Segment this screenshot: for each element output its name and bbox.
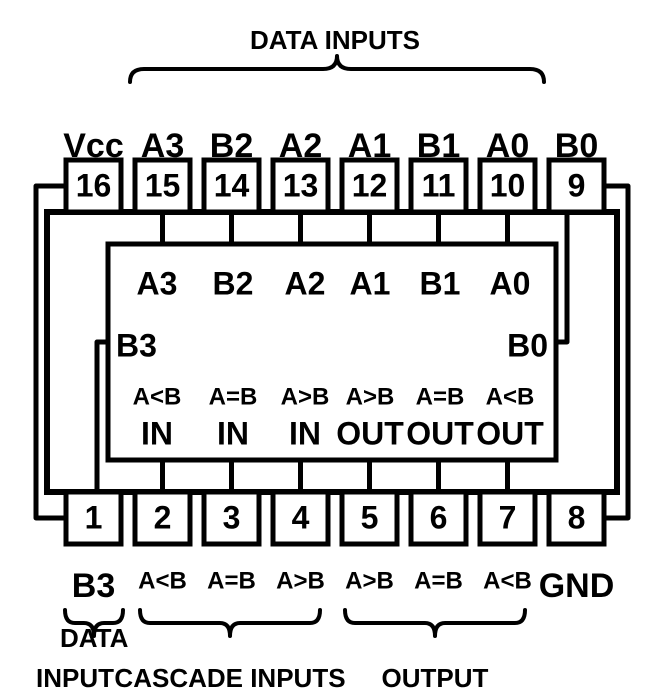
pin-label-bot-1: A<B (138, 567, 187, 594)
internal-r1-4: B1 (420, 265, 461, 301)
internal-r1-3: A1 (350, 265, 391, 301)
pin-number-6: 6 (430, 499, 448, 535)
pin-label-bot-3: A>B (276, 567, 325, 594)
pin-number-14: 14 (214, 167, 250, 203)
pin-number-15: 15 (145, 167, 181, 203)
pin-number-10: 10 (490, 167, 526, 203)
section-input: INPUT (36, 663, 114, 693)
internal-r2-3: A>B (346, 383, 395, 410)
internal-r2-5: A<B (486, 383, 535, 410)
pin-number-16: 16 (76, 167, 112, 203)
header-data-inputs: DATA INPUTS (250, 25, 420, 55)
trace-left-outer (36, 186, 66, 518)
pin-label-bot-2: A=B (207, 567, 256, 594)
pin-label-bot-6: A<B (483, 567, 532, 594)
pin-label-top-0: Vcc (63, 127, 124, 165)
pin-number-2: 2 (154, 499, 172, 535)
internal-r2-4: A=B (416, 383, 465, 410)
section-cascade: CASCADE INPUTS (114, 663, 345, 693)
internal-r3-3: OUT (336, 415, 404, 451)
pin-number-11: 11 (422, 167, 456, 203)
internal-r1-0: A3 (137, 265, 178, 301)
internal-r2-2: A>B (281, 383, 330, 410)
internal-r2-1: A=B (209, 383, 258, 410)
internal-r3-2: IN (289, 415, 321, 451)
pin-label-bot-0: B3 (72, 567, 115, 605)
section-data: DATA (60, 623, 129, 653)
pin-number-4: 4 (292, 499, 310, 535)
pin-label-top-6: A0 (486, 127, 529, 165)
internal-r1-5: A0 (490, 265, 531, 301)
internal-r3-0: IN (141, 415, 173, 451)
pin-number-13: 13 (283, 167, 319, 203)
pin-label-bot-4: A>B (345, 567, 394, 594)
pin-number-1: 1 (85, 499, 103, 535)
internal-right-b0: B0 (507, 327, 548, 363)
internal-r1-1: B2 (213, 265, 254, 301)
internal-r3-1: IN (217, 415, 249, 451)
brace-output (345, 610, 525, 636)
pin-label-top-5: B1 (417, 127, 460, 165)
section-output: OUTPUT (382, 663, 489, 693)
internal-r3-5: OUT (476, 415, 544, 451)
pin-label-top-1: A3 (141, 127, 184, 165)
internal-r3-4: OUT (406, 415, 474, 451)
pin-number-8: 8 (568, 499, 586, 535)
pin-number-12: 12 (352, 167, 388, 203)
pin-label-bot-5: A=B (414, 567, 463, 594)
internal-r2-0: A<B (133, 383, 182, 410)
brace-cascade (140, 610, 320, 636)
pin-label-top-7: B0 (555, 127, 598, 165)
internal-r1-2: A2 (285, 265, 326, 301)
pin-number-7: 7 (499, 499, 517, 535)
brace-top (130, 56, 544, 82)
pin-number-5: 5 (361, 499, 379, 535)
pin-label-top-2: B2 (210, 127, 253, 165)
pin-label-top-4: A1 (348, 127, 391, 165)
internal-left-b3: B3 (116, 327, 157, 363)
pin-number-9: 9 (568, 167, 586, 203)
pin-number-3: 3 (223, 499, 241, 535)
pin-label-bot-7: GND (539, 567, 615, 605)
pin-label-top-3: A2 (279, 127, 322, 165)
